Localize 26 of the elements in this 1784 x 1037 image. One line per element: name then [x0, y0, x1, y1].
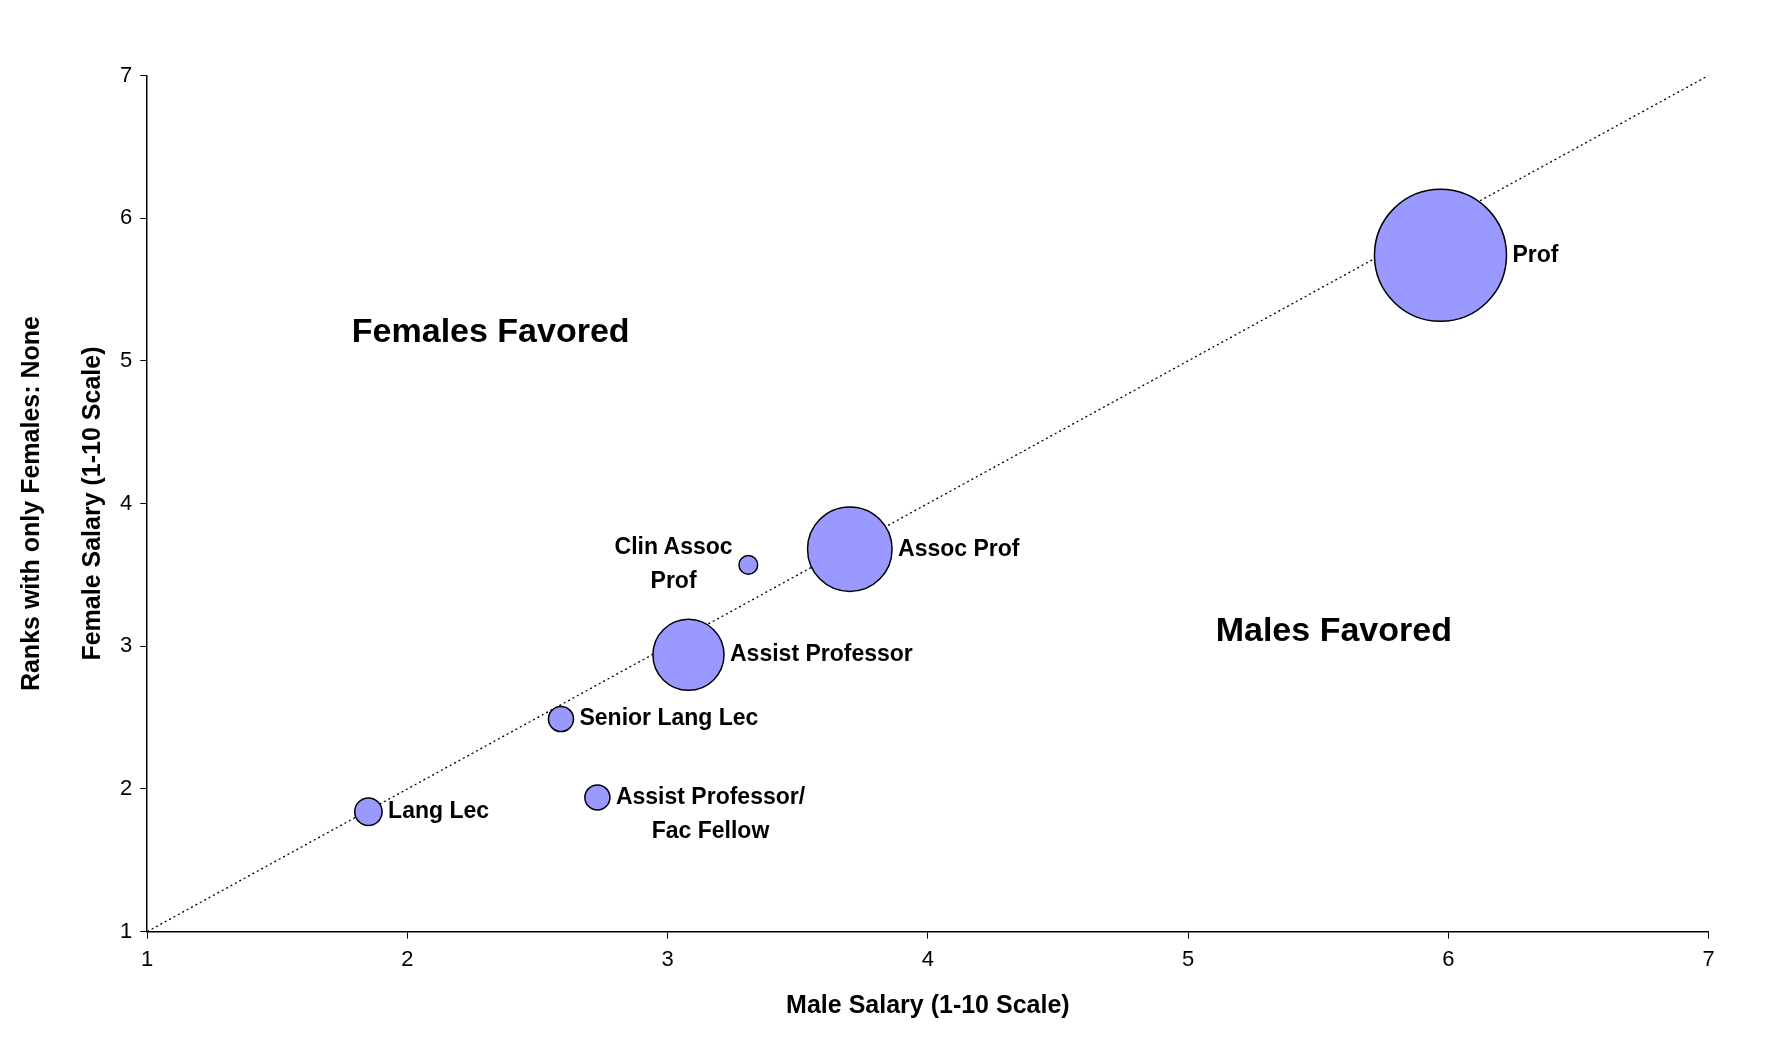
data-label: Lang Lec	[388, 797, 490, 824]
x-tick-label: 5	[1181, 945, 1195, 971]
x-tick-label: 3	[661, 945, 674, 971]
y-tick-label: 7	[119, 61, 133, 87]
x-tick-label: 4	[921, 945, 934, 971]
x-axis-title: Male Salary (1-10 Scale)	[786, 989, 1070, 1018]
y-tick-label: 1	[119, 917, 133, 943]
data-label: Senior Lang Lec	[579, 704, 759, 731]
y-tick-label: 4	[119, 489, 133, 515]
annotation: Females Favored	[351, 310, 630, 349]
data-label: Assoc Prof	[898, 534, 1020, 561]
y-tick-label: 5	[119, 346, 133, 372]
data-label: Clin Assoc Prof	[614, 533, 733, 594]
y-tick-label: 6	[119, 204, 133, 230]
y-tick-label: 3	[119, 632, 133, 658]
x-tick-label: 2	[401, 945, 414, 971]
text: Ranks with only Females: None	[15, 315, 44, 692]
data-label: Assist Professor/ Fac Fellow	[615, 782, 806, 843]
data-label: Prof	[1512, 240, 1559, 267]
y-tick-label: 2	[119, 774, 133, 800]
data-label: Assist Professor	[730, 640, 913, 667]
annotation: Males Favored	[1215, 610, 1452, 649]
x-tick-label: 6	[1442, 945, 1455, 971]
y-axis-title: Female Salary (1-10 Scale)	[76, 346, 105, 661]
x-tick-label: 1	[141, 945, 154, 971]
x-tick-label: 7	[1702, 945, 1715, 971]
